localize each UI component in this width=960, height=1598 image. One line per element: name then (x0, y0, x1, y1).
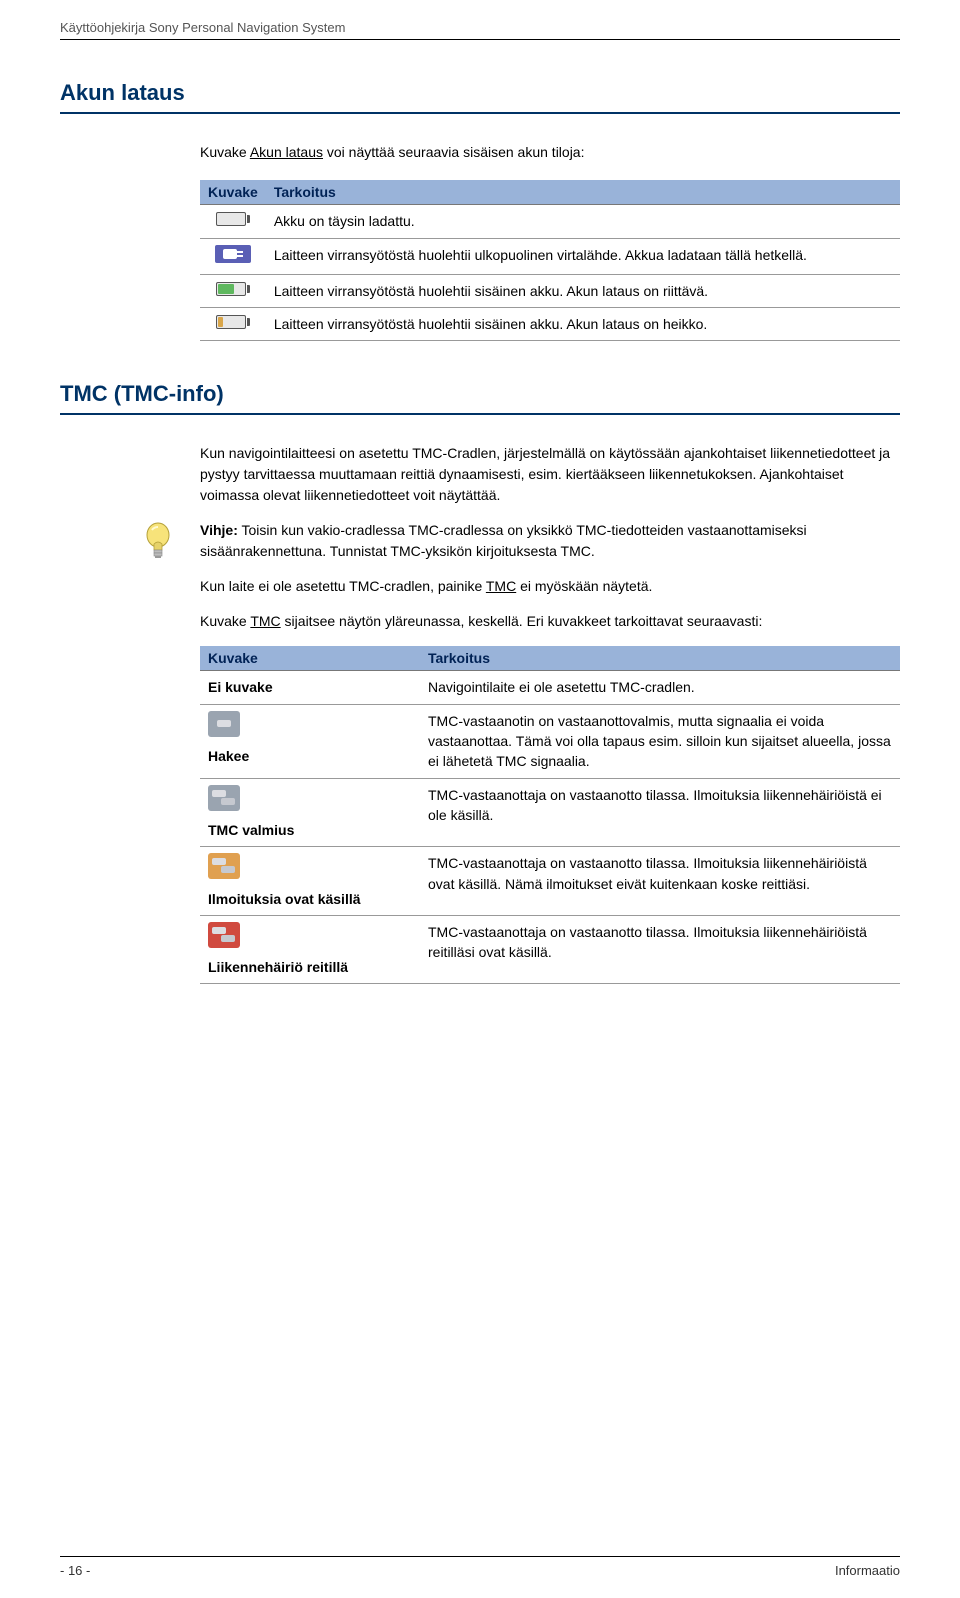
tmc-text-cell: Navigointilaite ei ole asetettu TMC-crad… (420, 671, 900, 704)
page-footer: - 16 - Informaatio (60, 1556, 900, 1578)
bulb-icon-col-empty (140, 576, 176, 578)
para3-underlined: TMC (250, 613, 280, 629)
tmc-row-label: Ei kuvake (208, 679, 273, 695)
tmc-row-label: Hakee (208, 748, 249, 764)
tmc-status-icon (208, 711, 240, 737)
para3-prefix: Kuvake (200, 613, 250, 629)
tmc-label-cell: Hakee (200, 704, 420, 778)
section-title-akun-lataus: Akun lataus (60, 80, 900, 114)
table-row: Hakee TMC-vastaanotin on vastaanottovalmi… (200, 704, 900, 778)
tmc-para1: Kun navigointilaitteesi on asetettu TMC-… (200, 443, 900, 506)
tmc-para2: Kun laite ei ole asetettu TMC-cradlen, p… (200, 576, 900, 597)
battery-icon (216, 282, 250, 296)
battery-icon-cell (200, 205, 266, 238)
tmc-col-kuvake: Kuvake (200, 646, 420, 671)
table-row: Laitteen virransyötöstä huolehtii sisäin… (200, 274, 900, 307)
tmc-row-label: Liikennehäiriö reitillä (208, 959, 348, 975)
tmc-label-cell: Ilmoituksia ovat käsillä (200, 847, 420, 916)
plug-icon (215, 245, 251, 263)
battery-col-kuvake: Kuvake (200, 180, 266, 205)
tmc-row-label: Ilmoituksia ovat käsillä (208, 891, 361, 907)
tmc-label-cell: Ei kuvake (200, 671, 420, 704)
tmc-label-cell: TMC valmius (200, 778, 420, 847)
bulb-icon-col (140, 443, 176, 445)
battery-icon-cell (200, 274, 266, 307)
section-title-tmc: TMC (TMC-info) (60, 381, 900, 415)
tmc-info-block: Kun navigointilaitteesi on asetettu TMC-… (140, 443, 900, 597)
footer-page-num: - 16 - (60, 1563, 90, 1578)
battery-text-cell: Akku on täysin ladattu. (266, 205, 900, 238)
battery-icon-cell (200, 238, 266, 274)
page-header: Käyttöohjekirja Sony Personal Navigation… (60, 20, 900, 35)
tmc-vihje: Vihje: Toisin kun vakio-cradlessa TMC-cr… (200, 520, 900, 562)
para2-suffix: ei myöskään näytetä. (516, 578, 652, 594)
tmc-table: Kuvake Tarkoitus Ei kuvake Navigointilait… (200, 646, 900, 984)
intro-text: Kuvake Akun lataus voi näyttää seuraavia… (200, 142, 900, 162)
para3-suffix: sijaitsee näytön yläreunassa, keskellä. … (281, 613, 763, 629)
tmc-para3: Kuvake TMC sijaitsee näytön yläreunassa,… (200, 611, 900, 632)
intro-underlined: Akun lataus (250, 144, 323, 160)
tmc-status-icon (208, 853, 240, 879)
tmc-status-icon (208, 922, 240, 948)
table-row: Liikennehäiriö reitillä TMC-vastaanottaja… (200, 915, 900, 984)
battery-text-cell: Laitteen virransyötöstä huolehtii sisäin… (266, 308, 900, 341)
header-rule (60, 39, 900, 40)
table-row: Ilmoituksia ovat käsillä TMC-vastaanottaj… (200, 847, 900, 916)
vihje-label: Vihje: (200, 522, 238, 538)
intro-prefix: Kuvake (200, 144, 250, 160)
para2-underlined: TMC (486, 578, 516, 594)
para2-prefix: Kun laite ei ole asetettu TMC-cradlen, p… (200, 578, 486, 594)
tmc-row-label: TMC valmius (208, 822, 294, 838)
tmc-label-cell: Liikennehäiriö reitillä (200, 915, 420, 984)
battery-col-tarkoitus: Tarkoitus (266, 180, 900, 205)
table-row: Ei kuvake Navigointilaite ei ole asetettu… (200, 671, 900, 704)
footer-section: Informaatio (835, 1563, 900, 1578)
tmc-status-icon (208, 785, 240, 811)
tmc-text-cell: TMC-vastaanottaja on vastaanotto tilassa… (420, 847, 900, 916)
table-row: Akku on täysin ladattu. (200, 205, 900, 238)
intro-suffix: voi näyttää seuraavia sisäisen akun tilo… (323, 144, 584, 160)
battery-icon-cell (200, 308, 266, 341)
battery-text-cell: Laitteen virransyötöstä huolehtii ulkopu… (266, 238, 900, 274)
lightbulb-icon (144, 522, 172, 562)
tmc-text-cell: TMC-vastaanottaja on vastaanotto tilassa… (420, 915, 900, 984)
footer-rule (60, 1556, 900, 1557)
tmc-text-cell: TMC-vastaanottaja on vastaanotto tilassa… (420, 778, 900, 847)
table-row: Laitteen virransyötöstä huolehtii ulkopu… (200, 238, 900, 274)
vihje-text: Toisin kun vakio-cradlessa TMC-cradlessa… (200, 522, 807, 559)
battery-icon (216, 212, 250, 226)
table-row: TMC valmius TMC-vastaanottaja on vastaano… (200, 778, 900, 847)
battery-text-cell: Laitteen virransyötöstä huolehtii sisäin… (266, 274, 900, 307)
table-row: Laitteen virransyötöstä huolehtii sisäin… (200, 308, 900, 341)
battery-icon (216, 315, 250, 329)
battery-table: Kuvake Tarkoitus Akku on täysin ladattu.… (200, 180, 900, 341)
tmc-text-cell: TMC-vastaanotin on vastaanottovalmis, mu… (420, 704, 900, 778)
tmc-col-tarkoitus: Tarkoitus (420, 646, 900, 671)
